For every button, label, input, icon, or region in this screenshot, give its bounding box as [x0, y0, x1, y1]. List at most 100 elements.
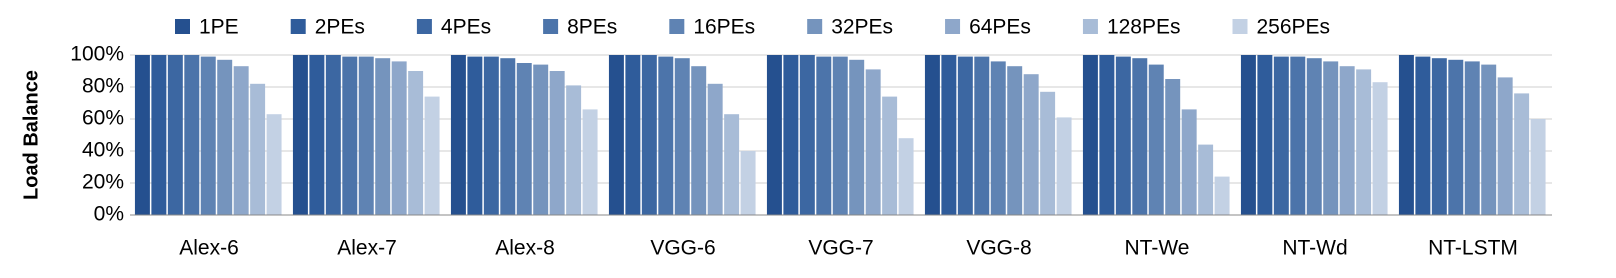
- bar: [342, 56, 358, 215]
- bar: [740, 151, 756, 215]
- bar: [974, 56, 990, 215]
- bar: [500, 58, 516, 216]
- bar: [566, 85, 582, 216]
- legend-swatch: [1082, 19, 1098, 34]
- bar: [674, 58, 690, 216]
- y-tick-label: 80%: [82, 75, 124, 98]
- bar: [467, 56, 483, 215]
- bar: [217, 59, 233, 215]
- bar: [1530, 119, 1546, 215]
- bar: [1372, 82, 1388, 215]
- bar: [1464, 61, 1480, 216]
- bar: [516, 63, 532, 215]
- bar: [325, 55, 341, 215]
- bar: [707, 83, 723, 215]
- bar: [250, 83, 266, 215]
- bar: [167, 55, 183, 215]
- bar: [1023, 74, 1039, 215]
- bar: [1181, 109, 1197, 215]
- legend-swatch: [1232, 19, 1248, 34]
- bar: [1132, 58, 1148, 216]
- y-tick-label: 0%: [94, 203, 124, 226]
- bar: [408, 71, 424, 215]
- bar: [1040, 91, 1056, 215]
- bar: [391, 61, 407, 216]
- bar: [1323, 61, 1339, 216]
- x-tick-label: VGG-7: [808, 237, 873, 260]
- bar: [1398, 55, 1414, 215]
- bar: [1497, 77, 1513, 216]
- x-tick-label: Alex-7: [337, 237, 397, 260]
- x-tick-label: Alex-8: [495, 237, 555, 260]
- y-tick-label: 40%: [82, 139, 124, 162]
- bar: [1240, 55, 1256, 215]
- bar: [483, 56, 499, 215]
- bar: [816, 56, 832, 215]
- bar: [1056, 117, 1072, 215]
- legend-swatch: [175, 19, 190, 34]
- bar: [1148, 64, 1164, 215]
- x-tick-label: NT-LSTM: [1428, 237, 1518, 260]
- legend-swatch: [290, 19, 306, 34]
- bar: [625, 55, 641, 215]
- legend-label: 1PE: [199, 16, 239, 39]
- bar: [658, 56, 674, 215]
- bar: [832, 56, 848, 215]
- bar: [450, 55, 466, 215]
- y-axis-label: Load Balance: [20, 70, 42, 200]
- bar: [1415, 56, 1431, 215]
- bar: [865, 69, 881, 216]
- bar: [1165, 79, 1181, 215]
- x-tick-label: VGG-6: [650, 237, 715, 260]
- x-tick-label: NT-Wd: [1282, 237, 1347, 260]
- bar: [134, 55, 150, 215]
- bar: [1007, 66, 1023, 215]
- bar: [941, 55, 957, 215]
- bar: [1198, 144, 1214, 215]
- bar: [184, 55, 200, 215]
- bar: [766, 55, 782, 215]
- bar: [582, 109, 598, 215]
- bar: [1431, 58, 1447, 216]
- bar: [549, 71, 565, 215]
- bar: [309, 55, 325, 215]
- bar: [641, 55, 657, 215]
- bar: [1257, 55, 1273, 215]
- legend-label: 128PEs: [1107, 16, 1181, 39]
- y-tick-label: 100%: [70, 43, 124, 66]
- bar: [292, 55, 308, 215]
- bar: [424, 96, 440, 215]
- bar: [1099, 55, 1115, 215]
- bar: [691, 66, 707, 215]
- x-tick-label: Alex-6: [179, 237, 239, 260]
- bar: [233, 66, 249, 215]
- bar: [1273, 56, 1289, 215]
- bar: [375, 58, 391, 216]
- legend-label: 8PEs: [567, 16, 617, 39]
- bar: [924, 55, 940, 215]
- bar: [200, 56, 216, 215]
- bar: [1339, 66, 1355, 215]
- legend-label: 4PEs: [441, 16, 491, 39]
- bar: [1115, 56, 1131, 215]
- bar: [358, 56, 374, 215]
- bar: [783, 55, 799, 215]
- x-tick-label: VGG-8: [966, 237, 1031, 260]
- bar: [957, 56, 973, 215]
- x-tick-label: NT-We: [1125, 237, 1190, 260]
- legend-label: 2PEs: [315, 16, 365, 39]
- y-tick-label: 20%: [82, 171, 124, 194]
- bar: [1214, 176, 1230, 215]
- legend-label: 256PEs: [1257, 16, 1331, 39]
- bar: [1290, 56, 1306, 215]
- legend-swatch: [945, 19, 961, 34]
- bar: [1306, 58, 1322, 216]
- bar: [882, 96, 898, 215]
- legend-label: 16PEs: [693, 16, 755, 39]
- bar: [1514, 93, 1530, 215]
- y-tick-label: 60%: [82, 107, 124, 130]
- bar: [990, 61, 1006, 216]
- bar: [1481, 64, 1497, 215]
